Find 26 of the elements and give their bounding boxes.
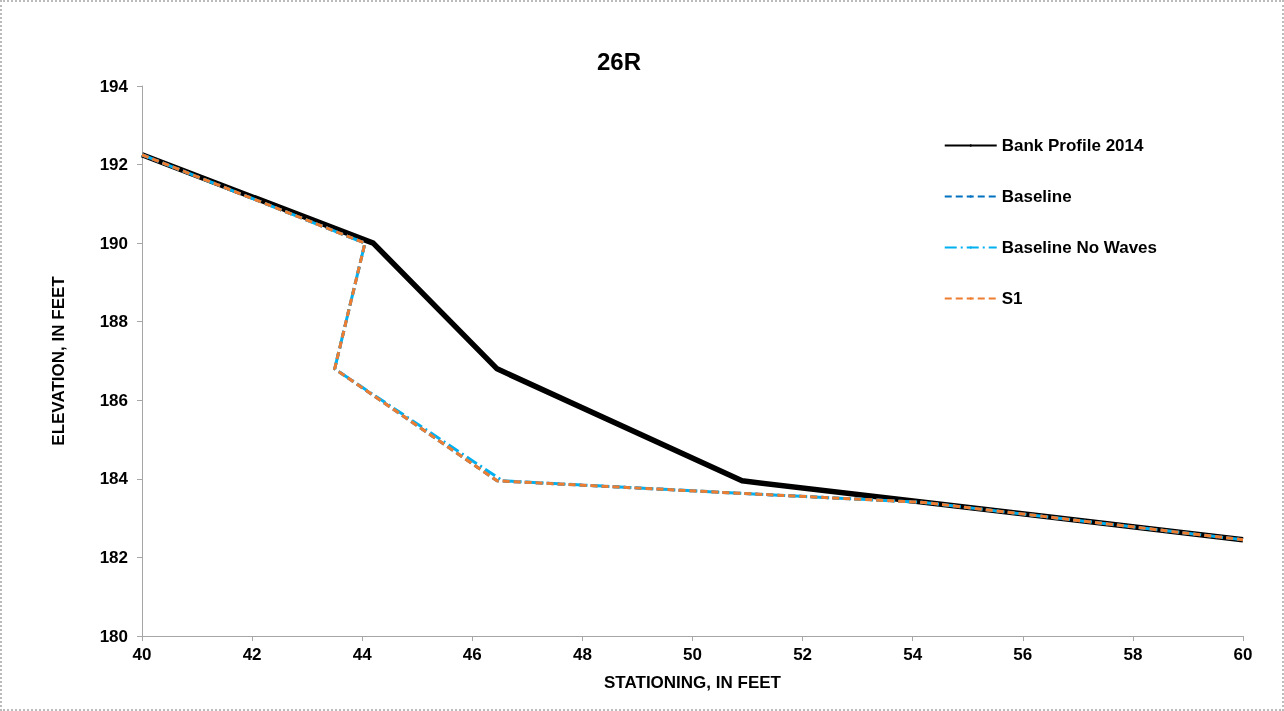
chart-title: 26R (597, 47, 642, 75)
x-tick-label: 40 (132, 645, 152, 664)
x-tick-label: 58 (1123, 645, 1143, 664)
legend-label: Baseline (1001, 187, 1072, 206)
y-tick-label: 182 (99, 547, 128, 567)
y-tick-label: 188 (99, 312, 128, 332)
x-tick-label: 48 (572, 645, 592, 664)
legend-label: S1 (1001, 289, 1023, 308)
y-tick-label: 194 (99, 76, 129, 96)
x-tick-label: 60 (1233, 645, 1253, 664)
x-tick-label: 46 (462, 645, 482, 664)
x-axis-title: STATIONING, IN FEET (604, 673, 782, 692)
y-tick-label: 190 (99, 233, 128, 253)
y-tick-label: 180 (99, 626, 128, 646)
x-tick-label: 56 (1013, 645, 1033, 664)
x-tick-label: 44 (352, 645, 373, 664)
x-tick-label: 52 (793, 645, 813, 664)
y-tick-label: 192 (99, 155, 128, 175)
legend-label: Baseline No Waves (1001, 238, 1158, 257)
y-axis-title: ELEVATION, IN FEET (49, 275, 68, 446)
y-tick-label: 184 (99, 469, 129, 489)
x-tick-label: 54 (903, 645, 923, 664)
y-tick-label: 186 (99, 390, 128, 410)
legend-label: Bank Profile 2014 (1001, 136, 1145, 155)
x-tick-label: 42 (242, 645, 262, 664)
x-tick-label: 50 (683, 645, 702, 664)
